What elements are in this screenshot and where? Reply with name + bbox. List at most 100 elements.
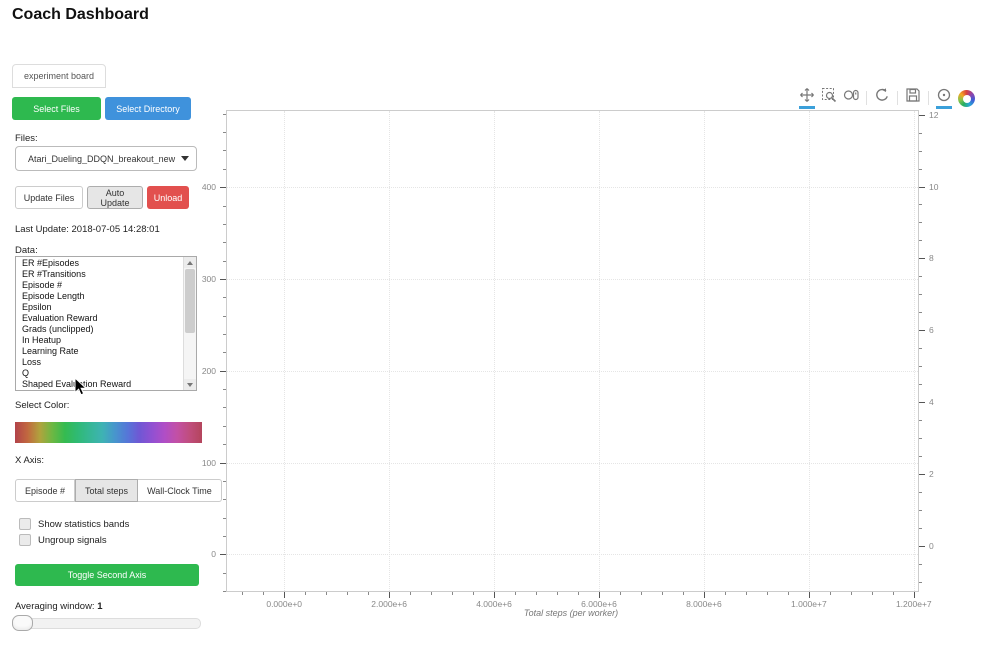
list-item[interactable]: Episode # xyxy=(22,280,63,290)
list-item[interactable]: Episode Length xyxy=(22,291,85,301)
x-major-tick xyxy=(284,592,286,598)
data-listbox[interactable]: ER #Episodes ER #Transitions Episode # Epis… xyxy=(15,256,197,391)
toggle-second-axis-button[interactable]: Toggle Second Axis xyxy=(15,564,199,586)
checkbox[interactable] xyxy=(19,518,31,530)
x-minor-tick xyxy=(829,592,831,595)
toolbar-divider xyxy=(897,91,898,105)
x-minor-tick xyxy=(305,592,307,595)
select-directory-button[interactable]: Select Directory xyxy=(105,97,191,120)
checkbox-row[interactable]: Show statistics bands xyxy=(19,518,129,530)
x-tick-label: 2.000e+6 xyxy=(371,599,407,609)
x-minor-tick xyxy=(263,592,265,595)
x-minor-tick xyxy=(766,592,768,595)
y-left-minor-tick xyxy=(223,223,226,225)
averaging-slider-track[interactable] xyxy=(12,618,201,629)
files-select-value: Atari_Dueling_DDQN_breakout_new xyxy=(28,153,176,164)
y-left-major-tick xyxy=(220,278,226,280)
list-item[interactable]: In Heatup xyxy=(22,335,62,345)
y-left-minor-tick xyxy=(223,517,226,519)
x-minor-tick xyxy=(640,592,642,595)
list-item[interactable]: Epsilon xyxy=(22,302,52,312)
scrollbar-thumb[interactable] xyxy=(185,269,195,333)
y-left-minor-tick xyxy=(223,297,226,299)
list-item[interactable]: Grads (unclipped) xyxy=(22,324,94,334)
hover-icon[interactable] xyxy=(936,87,952,109)
y-left-minor-tick xyxy=(223,205,226,207)
x-minor-tick xyxy=(536,592,538,595)
x-gridline xyxy=(913,111,915,591)
y-left-minor-tick xyxy=(223,407,226,409)
list-item[interactable]: Learning Rate xyxy=(22,346,79,356)
y-right-major-tick xyxy=(919,258,925,260)
list-item[interactable]: Shaped Evaluation Reward xyxy=(22,379,132,389)
x-axis-option[interactable]: Episode # xyxy=(15,479,76,502)
x-gridline xyxy=(808,111,810,591)
last-update-text: Last Update: 2018-07-05 14:28:01 xyxy=(15,224,160,235)
y-left-major-tick xyxy=(220,554,226,556)
x-minor-tick xyxy=(410,592,412,595)
y-right-minor-tick xyxy=(919,132,922,134)
y-right-minor-tick xyxy=(919,420,922,422)
color-gradient-bar[interactable] xyxy=(15,422,202,443)
listbox-scrollbar[interactable] xyxy=(183,257,196,390)
checkbox-row[interactable]: Ungroup signals xyxy=(19,534,129,546)
x-minor-tick xyxy=(850,592,852,595)
list-item[interactable]: Loss xyxy=(22,357,42,367)
list-item[interactable]: ER #Transitions xyxy=(22,269,86,279)
y-left-tick-label: 100 xyxy=(201,457,216,468)
scroll-up-icon[interactable] xyxy=(184,257,196,268)
y-left-tick-label: 0 xyxy=(211,549,216,560)
y-left-minor-tick xyxy=(223,425,226,427)
y-right-major-tick xyxy=(919,546,925,548)
checkbox-label: Show statistics bands xyxy=(38,518,130,530)
list-item[interactable]: Evaluation Reward xyxy=(22,313,98,323)
save-icon[interactable] xyxy=(905,87,921,109)
x-minor-tick xyxy=(745,592,747,595)
y-left-minor-tick xyxy=(223,132,226,134)
files-select[interactable]: Atari_Dueling_DDQN_breakout_new xyxy=(15,146,197,171)
plot-frame[interactable]: 0.000e+0 2.000e+6 4.000e+6 6.000e+6 8.000e+6… xyxy=(202,110,939,609)
checkbox[interactable] xyxy=(19,534,31,546)
x-axis-button-group: Episode # Total steps Wall-Clock Time xyxy=(15,479,222,502)
x-minor-tick xyxy=(515,592,517,595)
y-right-major-tick xyxy=(919,402,925,404)
pan-icon[interactable] xyxy=(799,87,815,109)
y-gridline xyxy=(227,370,918,372)
list-item[interactable]: ER #Episodes xyxy=(22,258,80,268)
tab-experiment-board[interactable]: experiment board xyxy=(12,64,107,88)
wheel-zoom-icon[interactable] xyxy=(843,87,859,109)
y-right-minor-tick xyxy=(919,222,922,224)
unload-button[interactable]: Unload xyxy=(147,186,189,209)
x-tick-label: 6.000e+6 xyxy=(581,599,617,609)
select-color-label: Select Color: xyxy=(15,400,70,411)
list-item[interactable]: Q xyxy=(22,368,30,378)
checkbox-group: Show statistics bands Ungroup signals xyxy=(19,518,129,550)
y-right-minor-tick xyxy=(919,582,922,583)
y-right-minor-tick xyxy=(919,384,922,386)
y-left-major-tick xyxy=(220,370,226,372)
y-left-minor-tick xyxy=(223,389,226,391)
y-right-minor-tick xyxy=(919,276,922,278)
averaging-window-label: Averaging window: 1 xyxy=(15,601,103,612)
y-left-minor-tick xyxy=(223,535,226,537)
y-right-major-tick xyxy=(919,186,925,188)
box-zoom-icon[interactable] xyxy=(821,87,837,109)
x-minor-tick xyxy=(242,592,244,595)
x-minor-tick xyxy=(892,592,894,595)
x-tick-label: 8.000e+6 xyxy=(686,599,722,609)
y-right-minor-tick xyxy=(919,528,922,530)
x-axis-option[interactable]: Wall-Clock Time xyxy=(138,479,222,502)
x-minor-tick xyxy=(368,592,370,595)
auto-update-button[interactable]: Auto Update xyxy=(87,186,143,209)
update-files-button[interactable]: Update Files xyxy=(15,186,83,209)
y-left-minor-tick xyxy=(223,591,226,592)
y-right-tick-label: 6 xyxy=(929,325,934,336)
reset-icon[interactable] xyxy=(874,87,890,109)
y-left-minor-tick xyxy=(223,444,226,446)
bokeh-logo-icon[interactable] xyxy=(958,90,975,107)
x-axis-option[interactable]: Total steps xyxy=(75,479,139,502)
scroll-down-icon[interactable] xyxy=(184,379,196,390)
averaging-slider-handle[interactable] xyxy=(12,615,33,631)
x-minor-tick xyxy=(452,592,454,595)
select-files-button[interactable]: Select Files xyxy=(12,97,101,120)
